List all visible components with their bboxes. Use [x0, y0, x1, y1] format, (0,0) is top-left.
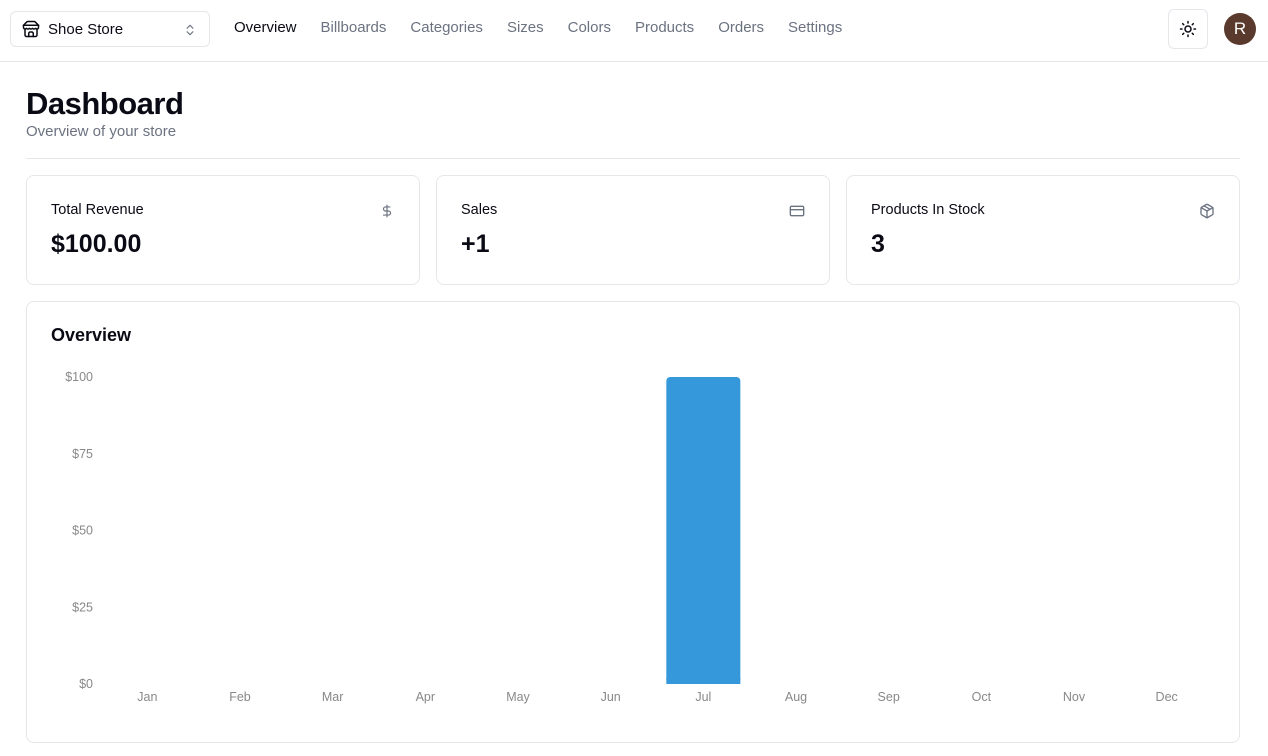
nav-sizes[interactable]: Sizes	[506, 19, 544, 36]
nav-settings[interactable]: Settings	[788, 19, 843, 36]
nav-billboards[interactable]: Billboards	[320, 19, 387, 36]
x-tick-label: Jul	[695, 690, 711, 704]
page-subtitle: Overview of your store	[26, 123, 177, 140]
chevrons-up-down-icon	[183, 21, 197, 39]
revenue-bar-chart: $0 $25 $50 $75 $100 Jan Feb Mar Apr May Jun Jul Aug S…	[65, 370, 1178, 704]
overview-chart-card: Overview $0 $25 $50 $75 $100 Jan Feb Mar Apr May J…	[26, 301, 1240, 743]
card-label: Total Revenue	[51, 202, 144, 218]
store-icon	[22, 20, 40, 38]
x-tick-label: Sep	[878, 690, 900, 704]
x-tick-label: Jan	[137, 690, 157, 704]
nav-overview[interactable]: Overview	[234, 19, 297, 36]
credit-card-icon	[789, 202, 805, 220]
x-tick-label: Feb	[229, 690, 251, 704]
x-tick-label: Oct	[972, 690, 992, 704]
bar-base-jul	[666, 678, 741, 684]
y-tick-label: $75	[72, 447, 93, 461]
x-tick-label: Apr	[416, 690, 435, 704]
store-name: Shoe Store	[48, 20, 124, 38]
y-tick-label: $0	[79, 677, 93, 691]
card-label: Sales	[461, 202, 498, 218]
user-avatar[interactable]: R	[1224, 13, 1256, 45]
separator	[26, 158, 1240, 159]
y-tick-label: $25	[72, 600, 93, 614]
card-value: $100.00	[51, 230, 142, 258]
sun-icon	[1179, 20, 1197, 38]
bar-jul[interactable]	[666, 377, 741, 684]
card-label: Products In Stock	[871, 202, 985, 218]
y-tick-label: $100	[65, 370, 93, 384]
nav-orders[interactable]: Orders	[718, 19, 765, 36]
nav-categories[interactable]: Categories	[410, 19, 483, 36]
main-nav: Overview Billboards Categories Sizes Col…	[234, 18, 866, 38]
total-revenue-card: Total Revenue $100.00	[26, 175, 420, 285]
nav-products[interactable]: Products	[634, 19, 695, 36]
chart-title: Overview	[51, 325, 132, 345]
x-tick-label: Jun	[601, 690, 621, 704]
products-in-stock-card: Products In Stock 3	[846, 175, 1240, 285]
nav-colors[interactable]: Colors	[567, 19, 611, 36]
y-tick-label: $50	[72, 524, 93, 538]
x-tick-label: Dec	[1156, 690, 1178, 704]
store-switcher[interactable]: Shoe Store	[10, 11, 210, 47]
sales-card: Sales +1	[436, 175, 830, 285]
dollar-sign-icon	[379, 202, 395, 220]
x-tick-label: Mar	[322, 690, 344, 704]
theme-toggle-button[interactable]	[1168, 9, 1208, 49]
x-tick-label: May	[506, 690, 530, 704]
package-icon	[1199, 202, 1215, 220]
card-value: +1	[461, 230, 490, 258]
page-title: Dashboard	[26, 86, 184, 121]
card-value: 3	[871, 230, 885, 258]
x-tick-label: Nov	[1063, 690, 1086, 704]
x-tick-label: Aug	[785, 690, 807, 704]
top-navbar: Shoe Store Overview Billboards Categorie…	[0, 0, 1268, 62]
